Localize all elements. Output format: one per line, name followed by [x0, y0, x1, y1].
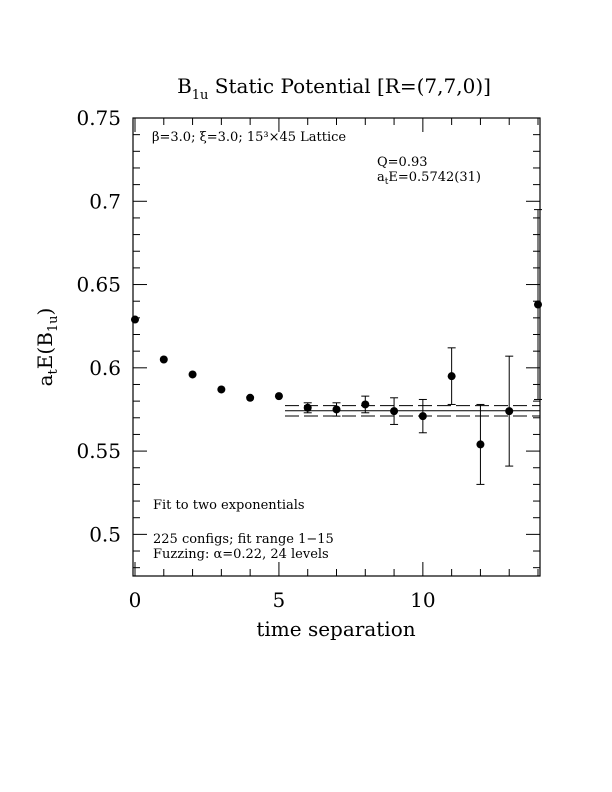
axis-ticks [133, 117, 540, 576]
data-point [217, 385, 226, 394]
data-point [447, 372, 456, 381]
y-tick-label: 0.7 [89, 189, 121, 213]
chart-title-main: B [177, 74, 192, 98]
data-points [131, 209, 542, 485]
y-tick-label: 0.75 [76, 106, 121, 130]
configs-info: 225 configs; fit range 1−15 [153, 532, 334, 547]
lattice-params: β=3.0; ξ=3.0; 15³×45 Lattice [152, 130, 346, 145]
q-value: Q=0.93 [377, 155, 428, 170]
data-point [534, 300, 542, 309]
axis-tick-labels: 0 5 10 0.5 0.55 0.6 0.65 0.7 0.75 [76, 106, 435, 612]
y-axis-label-a: a [33, 374, 57, 386]
x-axis-label: time separation [256, 617, 415, 641]
fit-band [285, 405, 540, 417]
y-tick-label: 0.55 [76, 439, 121, 463]
data-point [131, 315, 139, 324]
energy-rest: E=0.5742(31) [388, 170, 481, 185]
data-point [332, 405, 341, 414]
chart-title-rest: Static Potential [R=(7,7,0)] [208, 74, 490, 98]
data-point [390, 407, 399, 416]
x-tick-label: 10 [410, 588, 435, 612]
y-axis-label-sub: 1u [46, 315, 61, 332]
data-point [246, 393, 255, 402]
y-axis-label-t: t [46, 368, 61, 374]
data-point [188, 370, 197, 379]
chart-title-sub: 1u [192, 88, 209, 103]
fit-method: Fit to two exponentials [153, 498, 305, 513]
energy-value: atE=0.5742(31) [377, 170, 481, 187]
energy-sub: t [385, 177, 389, 187]
data-point [476, 440, 485, 449]
y-axis-label-close: ) [33, 308, 57, 316]
data-point [303, 403, 312, 412]
x-tick-label: 5 [273, 588, 286, 612]
energy-prefix: a [377, 170, 385, 185]
chart-title: B1u Static Potential [R=(7,7,0)] [177, 74, 491, 103]
y-axis-label-e: E(B [33, 332, 57, 369]
y-tick-label: 0.65 [76, 273, 121, 297]
data-point [418, 412, 427, 421]
data-point [159, 355, 168, 364]
y-tick-label: 0.6 [89, 356, 121, 380]
data-point [274, 392, 283, 401]
data-point [361, 400, 370, 409]
y-tick-label: 0.5 [89, 522, 121, 546]
data-point [505, 407, 514, 416]
x-tick-label: 0 [129, 588, 142, 612]
fuzzing-info: Fuzzing: α=0.22, 24 levels [153, 547, 329, 562]
y-axis-label: atE(B1u) [33, 308, 61, 387]
